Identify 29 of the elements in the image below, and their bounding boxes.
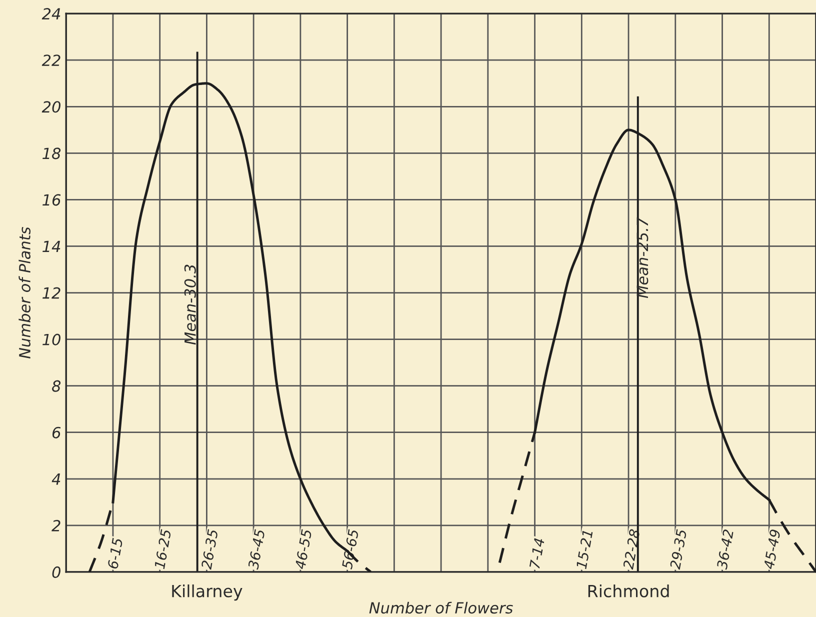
x-tick-label: 36-42 [716,529,734,570]
y-tick-label: 18 [42,148,61,160]
y-tick-label: 10 [42,334,60,346]
x-tick-label: 16-25 [154,529,172,570]
y-tick-label: 12 [42,287,60,299]
y-tick-label: 16 [42,194,61,206]
y-axis-title: Number of Plants [18,226,30,358]
y-tick-label: 20 [42,101,60,113]
x-axis-title: Number of Flowers [369,602,513,614]
y-tick-label: 6 [52,426,61,438]
x-tick-label: 26-35 [200,529,218,570]
annotation: Mean-30.3 [184,264,196,345]
y-tick-label: 14 [42,240,60,252]
x-tick-label: 6-15 [107,538,123,570]
y-tick-label: 24 [42,8,60,20]
text: Killarney [172,584,242,601]
y-tick-label: 0 [52,566,60,578]
x-tick-label: 36-45 [248,529,265,570]
y-tick-label: 22 [42,54,60,66]
annotation: Mean-25.7 [636,217,648,298]
y-tick-label: 8 [52,380,61,392]
text: Richmond [588,584,669,598]
x-tick-label: 46-55 [294,529,312,570]
x-tick-label: 15-21 [576,530,593,570]
y-tick-label: 4 [52,474,60,485]
y-tick-label: 2 [52,520,60,532]
x-tick-label: 45-49 [763,529,781,570]
x-tick-label: 29-35 [670,529,687,570]
x-tick-label: 7-14 [529,538,544,569]
